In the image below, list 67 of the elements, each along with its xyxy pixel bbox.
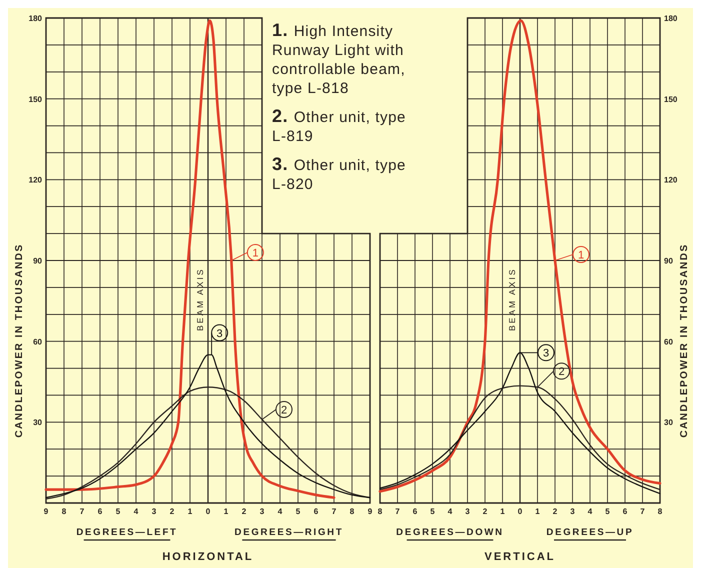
x-tick-label: 5 [430,507,436,516]
x-tick-label: 8 [658,507,663,516]
y-tick-label: 180 [664,14,678,23]
x-tick-label: 3 [152,507,157,516]
annotation: 3. Other unit, type L-820 [272,154,406,193]
x-tick-label: 0 [206,507,211,516]
y-tick-label: 90 [33,256,43,266]
x-tick-label: 5 [296,507,301,516]
text: DEGREES—RIGHT [234,527,344,538]
y-tick-label: 120 [28,176,43,185]
annotation: 1. High Intensity Runway Light with controllable beam, type L-818 [272,20,406,97]
x-tick-label: 1 [224,507,229,516]
x-tick-label: 4 [588,507,593,516]
x-tick-label: 2 [482,507,488,516]
x-axis-title: VERTICAL [484,551,556,563]
x-tick-label: 6 [622,507,628,516]
series-label: 3 [216,328,223,340]
x-tick-label: 5 [605,507,610,516]
x-tick-label: 4 [278,507,283,516]
x-tick-label: 1 [500,507,506,516]
y-tick-label: 150 [28,94,43,104]
text: DEGREES—UP [546,527,634,538]
x-tick-label: 8 [62,507,67,516]
x-tick-label: 8 [350,507,355,516]
y-axis-title: CANDLEPOWER IN THOUSANDS [679,243,690,438]
legend-label: 1 [252,248,258,260]
legend-label: 3 [542,348,550,360]
x-tick-label: 8 [378,507,383,516]
annotation: 2. Other unit, type L-819 [272,106,406,145]
x-tick-label: 0 [518,507,523,516]
text: DEGREES—LEFT [76,527,178,538]
x-tick-label: 4 [448,507,453,516]
legend-label: 2 [280,404,288,416]
x-tick-label: 9 [44,507,49,516]
x-tick-label: 2 [242,507,247,516]
x-tick-label: 5 [116,507,121,516]
x-tick-label: 7 [332,507,337,516]
x-tick-label: 3 [465,507,470,516]
ref-line-label: BEAM AXIS [195,268,205,331]
y-tick-label: 150 [664,94,678,104]
ref-line-label: BEAM AXIS [507,268,517,331]
line-series [45,354,371,498]
y-tick-label: 30 [33,418,43,428]
x-tick-label: 1 [188,507,193,516]
y-tick-label: 90 [664,256,674,266]
x-axis-title: HORIZONTAL [162,551,254,563]
x-tick-label: 7 [395,507,400,516]
x-tick-label: 7 [640,507,646,516]
y-axis-title: CANDLEPOWER IN THOUSANDS [14,243,25,438]
y-tick-label: 120 [664,176,678,185]
y-tick-label: 180 [28,14,43,23]
x-tick-label: 3 [260,507,265,516]
x-tick-label: 9 [368,507,373,516]
y-tick-label: 60 [33,337,43,346]
y-tick-label: 30 [664,418,674,428]
x-tick-label: 1 [535,507,540,516]
text: DEGREES—DOWN [396,527,504,538]
x-tick-label: 3 [570,507,576,516]
legend-label: 1 [578,250,584,262]
y-tick-label: 60 [664,337,674,346]
x-tick-label: 4 [134,507,139,516]
x-tick-label: 2 [170,507,175,516]
x-tick-label: 6 [412,507,418,516]
x-tick-label: 6 [98,507,103,516]
x-tick-label: 7 [80,507,85,516]
x-tick-label: 2 [552,507,558,516]
x-tick-label: 6 [314,507,319,516]
